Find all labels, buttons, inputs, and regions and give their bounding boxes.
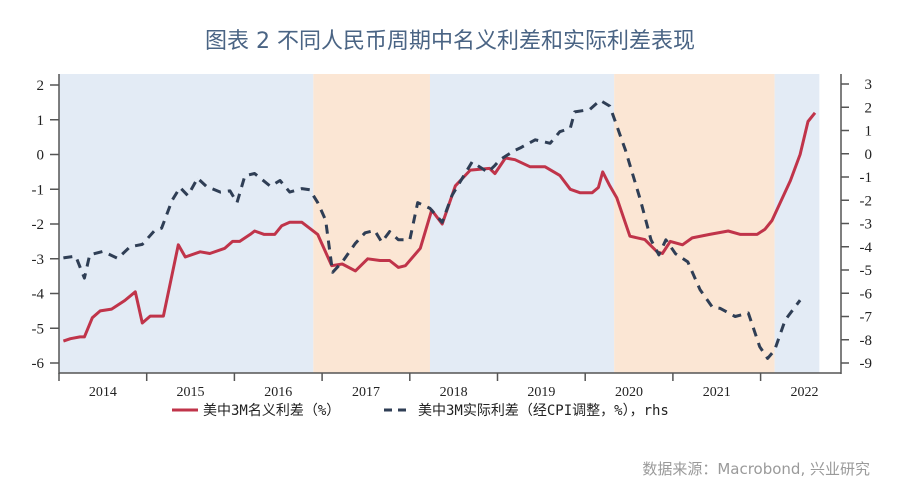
series-line-real-spread: [63, 98, 802, 360]
x-tick-label: 2015: [177, 385, 205, 400]
y-right-tick-label: 3: [865, 77, 873, 93]
y-left-tick-label: -5: [32, 321, 45, 337]
legend-label-nominal: 美中3M名义利差（%）: [203, 403, 340, 419]
y-right-tick-label: -1: [860, 170, 873, 186]
y-left-tick-label: -4: [32, 287, 45, 303]
x-tick-label: 2020: [615, 385, 643, 400]
shade-period-1: [313, 74, 430, 373]
x-tick-label: 2017: [352, 385, 380, 400]
y-right-tick-label: -3: [860, 217, 873, 233]
y-right-tick-label: -5: [860, 263, 873, 279]
legend-label-real: 美中3M实际利差（经CPI调整，%），rhs: [418, 403, 669, 419]
x-tick-label: 2014: [89, 385, 117, 400]
x-tick-label: 2019: [527, 385, 555, 400]
shade-period-0: [59, 74, 314, 373]
axes: 2 1 0 -1 -2 -3 -4 -5 -6 3 2 1 0 -1 -2 -3 -4 -5 -6 -7 -8 -9 201…: [32, 74, 873, 400]
shade-period-2: [429, 74, 615, 373]
y-left-tick-label: -3: [32, 252, 45, 268]
y-right-tick-label: -9: [860, 356, 873, 372]
y-right-tick-label: -7: [860, 310, 873, 326]
y-left-tick-label: 1: [37, 113, 45, 129]
y-left-tick-label: -6: [32, 356, 45, 372]
y-left-tick-label: 0: [37, 148, 45, 164]
y-right-tick-label: -8: [860, 333, 873, 349]
y-left-tick-label: 2: [37, 78, 45, 94]
legend: 美中3M名义利差（%） 美中3M实际利差（经CPI调整，%），rhs: [172, 403, 669, 419]
y-right-tick-label: -2: [860, 193, 873, 209]
period-shading: [59, 74, 820, 373]
y-left-tick-label: -1: [32, 182, 45, 198]
y-right-tick-label: -4: [860, 240, 873, 256]
x-tick-label: 2021: [703, 385, 731, 400]
x-tick-label: 2016: [264, 385, 292, 400]
x-tick-label: 2018: [440, 385, 468, 400]
chart-title: 图表 2 不同人民币周期中名义利差和实际利差表现: [205, 29, 695, 54]
series-lines: [62, 98, 817, 360]
y-right-tick-label: 1: [865, 124, 873, 140]
y-right-tick-label: 2: [865, 100, 873, 116]
shade-period-3: [614, 74, 775, 373]
y-right-tick-label: -6: [860, 286, 873, 302]
source-note: 数据来源：Macrobond, 兴业研究: [642, 460, 870, 478]
y-right-tick-label: 0: [865, 147, 873, 163]
y-left-tick-label: -2: [32, 217, 45, 233]
shade-period-4: [774, 74, 820, 373]
x-tick-label: 2022: [790, 385, 818, 400]
